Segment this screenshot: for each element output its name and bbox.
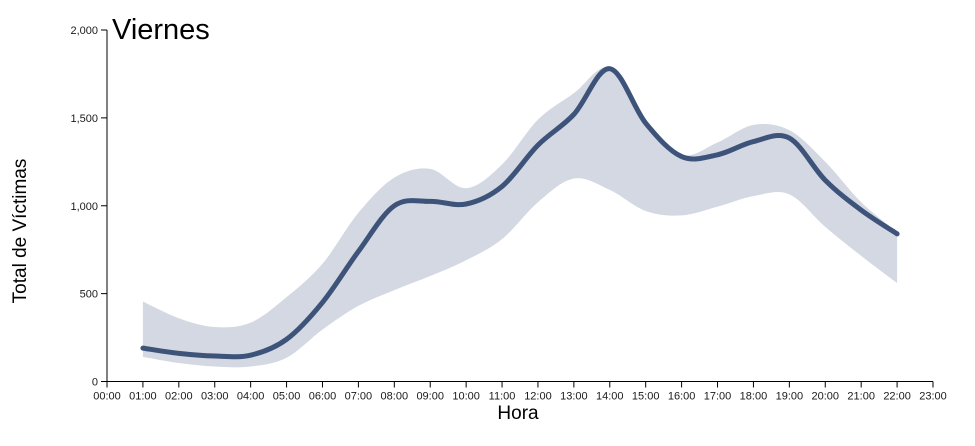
- x-tick-label: 14:00: [596, 391, 624, 403]
- x-tick-label: 18:00: [740, 391, 768, 403]
- x-tick-label: 05:00: [273, 391, 301, 403]
- x-tick-label: 03:00: [201, 391, 229, 403]
- y-tick-label: 0: [92, 377, 98, 389]
- x-tick-label: 16:00: [668, 391, 696, 403]
- x-tick-label: 07:00: [345, 391, 373, 403]
- x-tick-label: 15:00: [632, 391, 660, 403]
- x-tick-label: 01:00: [129, 391, 157, 403]
- x-tick-label: 08:00: [381, 391, 409, 403]
- y-axis-title: Total de Víctimas: [10, 158, 31, 304]
- x-tick-label: 02:00: [165, 391, 193, 403]
- x-tick-label: 11:00: [489, 391, 516, 403]
- x-tick-label: 19:00: [776, 391, 804, 403]
- x-tick-label: 00:00: [93, 391, 121, 403]
- x-tick-label: 23:00: [919, 391, 947, 403]
- x-tick-label: 09:00: [416, 391, 444, 403]
- x-tick-label: 04:00: [237, 391, 265, 403]
- x-tick-label: 10:00: [452, 391, 480, 403]
- chart-title: Viernes: [112, 14, 210, 46]
- mean-line: [140, 66, 900, 360]
- confidence-band: [142, 67, 898, 368]
- x-tick-label: 20:00: [811, 391, 839, 403]
- x-tick-label: 13:00: [560, 391, 588, 403]
- y-tick-label: 1,500: [70, 113, 98, 125]
- x-axis-title: Hora: [497, 403, 539, 424]
- x-tick-label: 06:00: [309, 391, 337, 403]
- y-tick-label: 500: [80, 289, 98, 301]
- x-tick-label: 21:00: [847, 391, 875, 403]
- y-tick-label: 2,000: [70, 25, 98, 37]
- x-tick-label: 17:00: [704, 391, 732, 403]
- x-tick-label: 22:00: [883, 391, 911, 403]
- y-tick-label: 1,000: [70, 201, 98, 213]
- x-tick-label: 12:00: [524, 391, 552, 403]
